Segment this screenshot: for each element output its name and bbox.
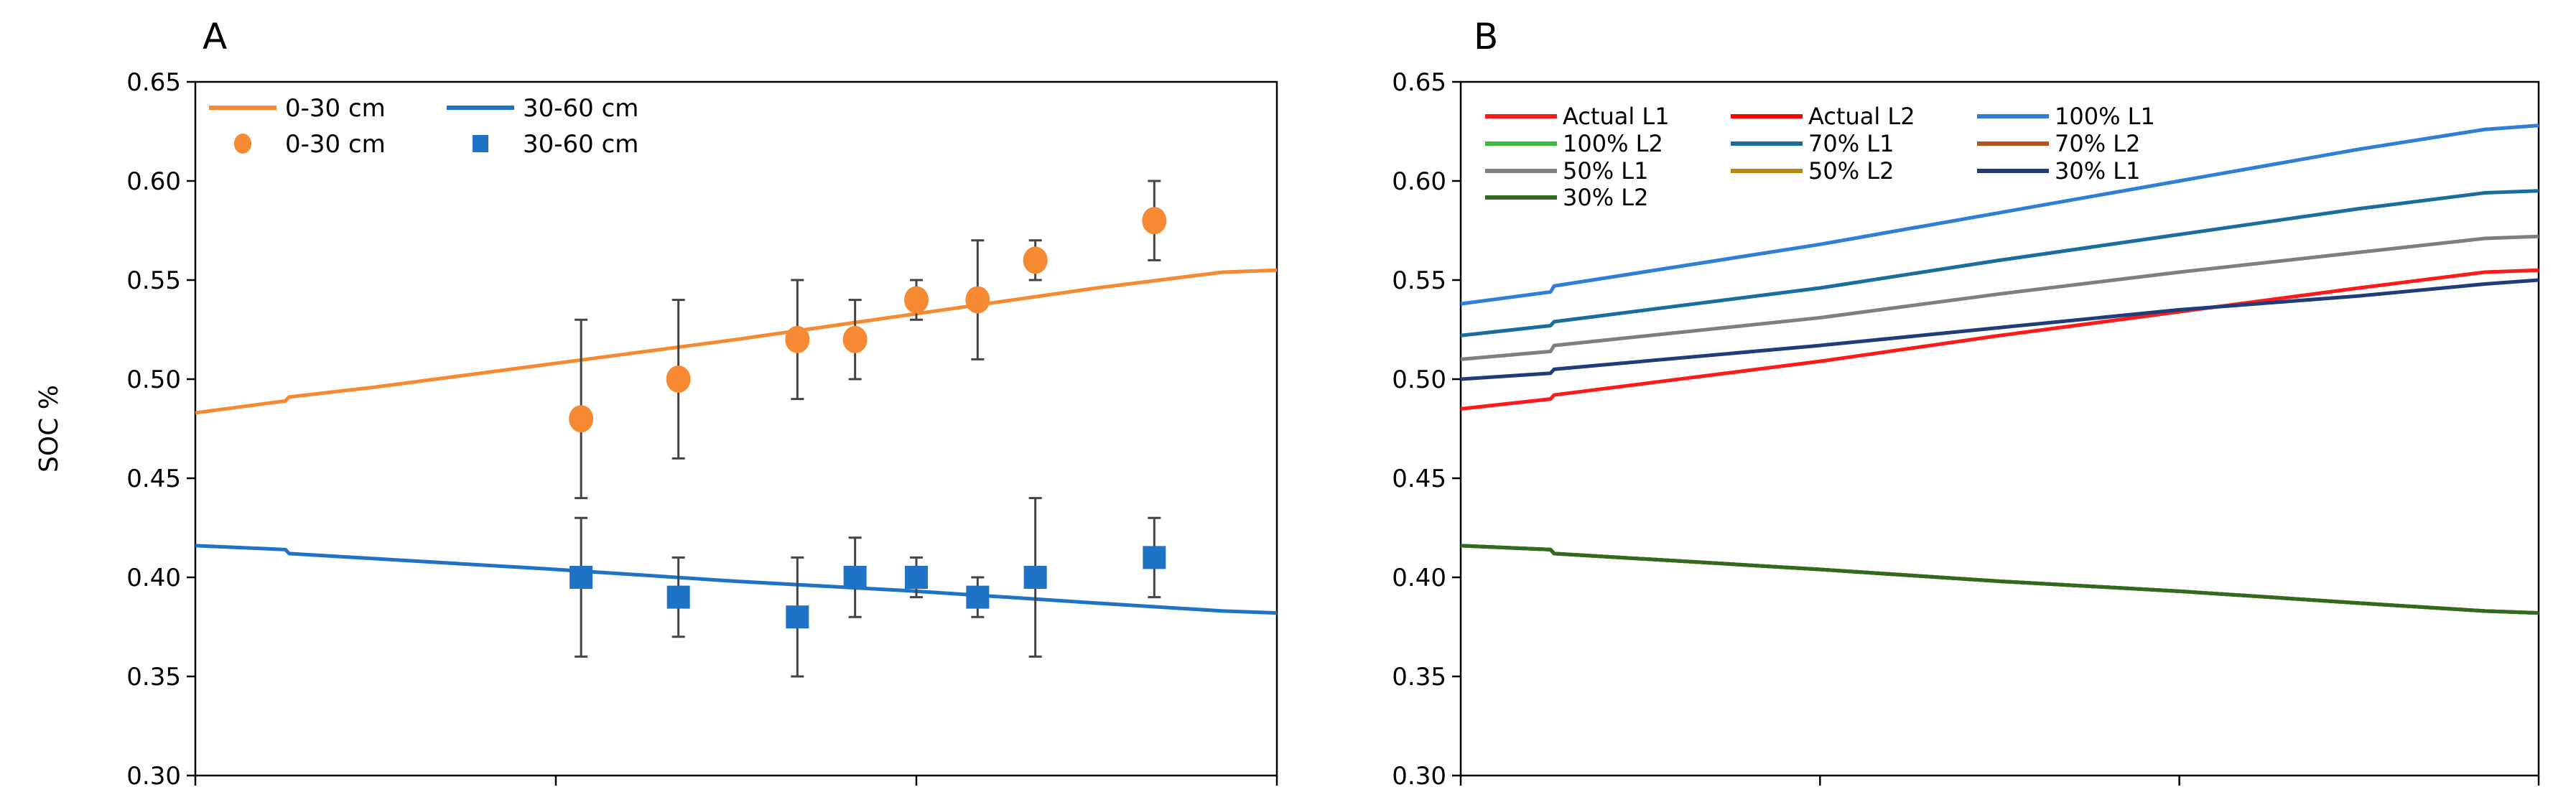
y-tick-label: 0.35 [126, 663, 181, 692]
y-tick-label: 0.50 [1392, 366, 1446, 394]
legend-label: 70% L2 [2055, 130, 2140, 157]
data-point-circle [1142, 207, 1167, 235]
legend-label: 0-30 cm [285, 94, 386, 123]
series-line-actual-l1 [1460, 268, 2539, 411]
series-line-30-l1 [1460, 278, 2539, 381]
data-point-circle [1023, 246, 1048, 274]
y-tick-label: 0.35 [1392, 663, 1446, 692]
legend-circle-swatch [234, 134, 251, 154]
y-tick-label: 0.30 [126, 762, 181, 791]
y-tick-label: 0.60 [1392, 167, 1446, 196]
data-point-square [1143, 546, 1166, 569]
plot-frame [1459, 80, 2540, 777]
legend-label: 30% L2 [1563, 184, 1648, 211]
plot-frame [194, 80, 1278, 777]
data-point-square [1023, 566, 1047, 589]
data-point-square [666, 585, 690, 609]
panel-b-label: B [1474, 16, 1498, 57]
series-line-50-l1 [1460, 234, 2539, 361]
data-point-circle [785, 325, 810, 353]
model-line-30-60-cm [195, 544, 1278, 615]
series-line-30-l2 [1460, 544, 2539, 615]
data-point-square [966, 585, 990, 609]
y-tick-label: 0.65 [1392, 68, 1446, 97]
legend-label: Actual L2 [1808, 103, 1915, 130]
data-point-square [569, 566, 593, 589]
y-tick-label: 0.55 [126, 266, 181, 295]
series-line-100-l1 [1460, 124, 2539, 306]
data-point-circle [666, 366, 691, 393]
panel-a-y-axis-label: SOC % [34, 385, 64, 472]
legend-label: 0-30 cm [285, 130, 386, 159]
legend-label: 100% L1 [2055, 103, 2155, 130]
legend-label: 50% L1 [1563, 157, 1648, 185]
legend-label: Actual L1 [1563, 103, 1670, 130]
data-point-circle [965, 286, 990, 314]
legend-label: 70% L1 [1808, 130, 1894, 157]
panel-a-plot: 0.30 0.35 0.40 0.45 0.50 0.55 0.60 0.65 0-30 cm 3… [126, 68, 1278, 791]
data-point-circle [569, 405, 594, 433]
data-point-square [786, 605, 809, 629]
legend-square-swatch [473, 135, 488, 152]
y-tick-label: 0.30 [1392, 762, 1446, 791]
data-point-circle [904, 286, 929, 314]
legend-label: 30% L1 [2055, 157, 2140, 185]
legend-label: 30-60 cm [523, 130, 638, 159]
y-tick-label: 0.45 [126, 465, 181, 493]
panel-a-label: A [203, 16, 227, 57]
model-line-0-30-cm [195, 268, 1278, 415]
panel-b-plot: 0.30 0.35 0.40 0.45 0.50 0.55 0.60 0.65 Actual L… [1392, 68, 2540, 791]
legend-label: 100% L2 [1563, 130, 1663, 157]
y-tick-label: 0.60 [126, 167, 181, 196]
data-point-square [905, 566, 928, 589]
y-tick-label: 0.45 [1392, 465, 1446, 493]
y-tick-label: 0.40 [126, 564, 181, 592]
legend-label: 30-60 cm [523, 94, 638, 123]
y-tick-label: 0.55 [1392, 266, 1446, 295]
y-tick-label: 0.50 [126, 366, 181, 394]
y-tick-label: 0.65 [126, 68, 181, 97]
legend-label: 50% L2 [1808, 157, 1894, 185]
y-tick-label: 0.40 [1392, 564, 1446, 592]
data-point-square [843, 566, 867, 589]
series-line-70-l1 [1460, 189, 2539, 338]
data-point-circle [842, 325, 868, 353]
